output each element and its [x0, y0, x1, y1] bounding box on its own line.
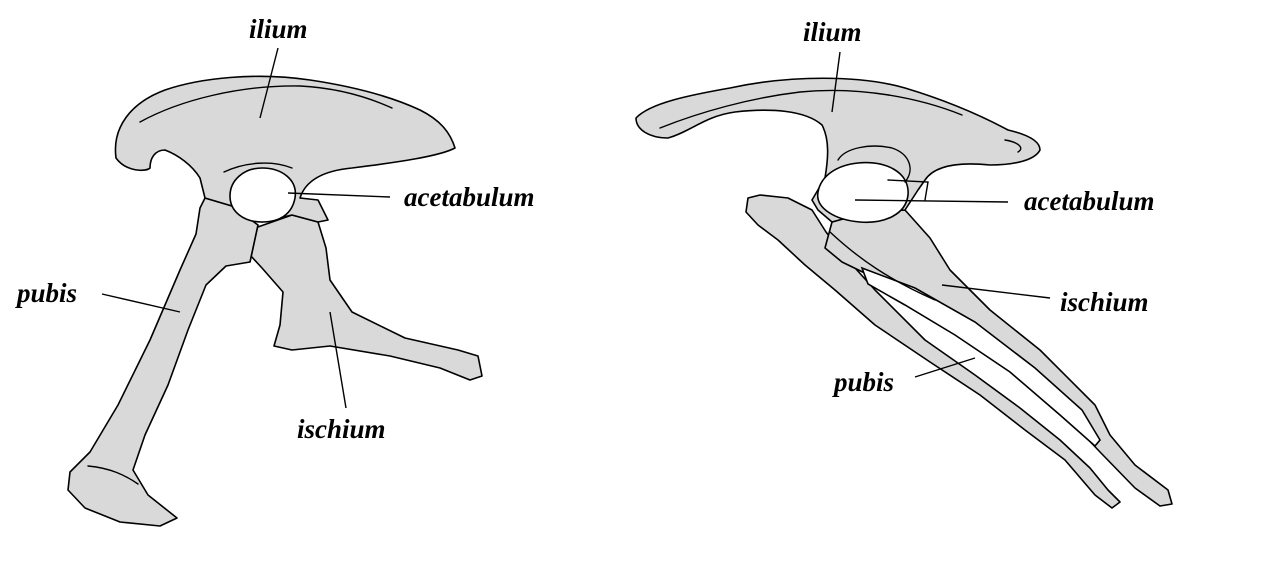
right-ischium-label: ischium — [1060, 287, 1149, 317]
right-shaft-gap — [860, 266, 1101, 448]
right-pubis-label: pubis — [832, 367, 894, 397]
left-acetabulum-label: acetabulum — [404, 182, 535, 212]
right-pelvis — [635, 77, 1173, 509]
right-ilium-label: ilium — [803, 17, 862, 47]
left-ilium-label: ilium — [249, 14, 308, 44]
right-acetabulum — [817, 161, 909, 224]
left-ilium-bone — [114, 75, 456, 223]
left-acetabulum — [229, 167, 297, 223]
left-pubis-label: pubis — [15, 278, 77, 308]
right-ilium-bone — [635, 77, 1041, 223]
left-ischium-label: ischium — [297, 414, 386, 444]
left-pubis-bone — [67, 197, 259, 527]
left-pelvis — [67, 75, 483, 527]
left-ischium-bone — [249, 214, 483, 381]
right-acetabulum-label: acetabulum — [1024, 186, 1155, 216]
